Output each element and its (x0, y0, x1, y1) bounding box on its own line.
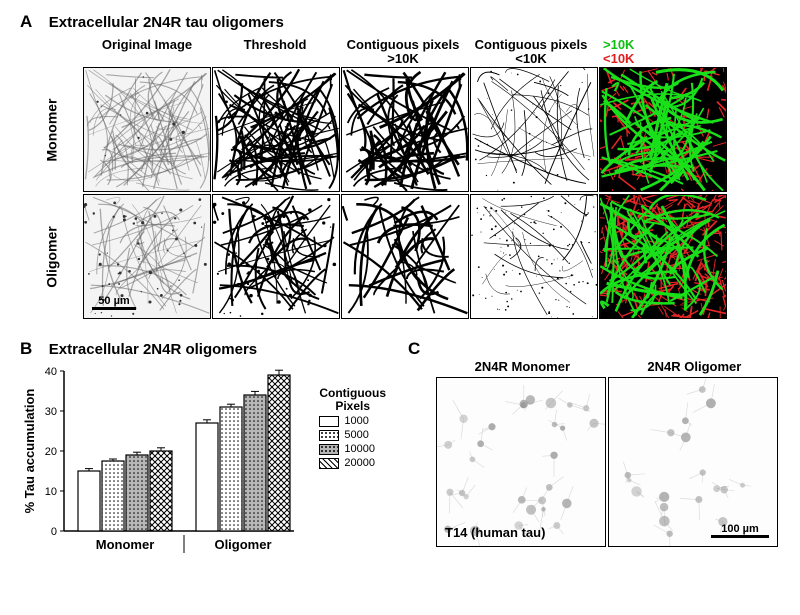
legend-text: 20000 (344, 457, 375, 469)
microscopy-image (599, 67, 727, 192)
scale-bar: 50 µm (92, 295, 136, 310)
microscopy-image (212, 67, 340, 192)
col-header: Contiguous pixels >10K (339, 38, 467, 65)
legend-title: ContiguousPixels (319, 387, 386, 412)
legend-swatch (319, 458, 339, 469)
microscopy-image (83, 67, 211, 192)
svg-text:Monomer: Monomer (96, 537, 155, 552)
panel-c-image: T14 (human tau) (436, 377, 606, 547)
panel-b-title: Extracellular 2N4R oligomers (49, 341, 257, 358)
legend-text: 10000 (344, 443, 375, 455)
microscopy-image (341, 194, 469, 319)
panel-c: C 2N4R Monomer 2N4R Oligomer T14 (human … (416, 339, 780, 563)
row-label: Monomer (44, 98, 60, 161)
panel-a-row: Monomer (20, 67, 780, 192)
svg-text:40: 40 (45, 366, 57, 378)
legend-swatch (319, 416, 339, 427)
svg-text:0: 0 (51, 526, 57, 538)
panel-c-headers: 2N4R Monomer 2N4R Oligomer (436, 359, 780, 374)
panel-b-label: B (20, 339, 32, 359)
panel-b: B Extracellular 2N4R oligomers 0 10 20 30 40… (20, 339, 392, 563)
legend-swatch (319, 444, 339, 455)
scale-bar: 100 µm (711, 523, 769, 538)
panel-a-label: A (20, 12, 32, 32)
svg-text:% Tau accumulation: % Tau accumulation (22, 389, 37, 514)
microscopy-image (470, 67, 598, 192)
panel-c-image: 100 µm (608, 377, 778, 547)
panel-c-images: T14 (human tau) 100 µm (436, 377, 780, 547)
legend-text: 5000 (344, 429, 368, 441)
panel-c-col-header: 2N4R Monomer (475, 359, 570, 374)
col-header-merged: >10K <10K (595, 38, 723, 65)
legend-item: 20000 (319, 457, 386, 469)
col-header: Threshold (211, 38, 339, 65)
panel-a: A Extracellular 2N4R tau oligomers Origi… (20, 12, 780, 321)
legend-text: 1000 (344, 415, 368, 427)
col-header: Original Image (83, 38, 211, 65)
chart-legend: ContiguousPixels 1000 5000 10000 20000 (319, 387, 386, 471)
merged-lt: <10K (603, 51, 634, 66)
svg-text:20: 20 (45, 446, 57, 458)
scale-text: 50 µm (98, 295, 129, 307)
svg-text:10: 10 (45, 486, 57, 498)
panel-c-col-header: 2N4R Oligomer (647, 359, 741, 374)
microscopy-image (599, 194, 727, 319)
scale-line (711, 535, 769, 538)
svg-text:Oligomer: Oligomer (214, 537, 271, 552)
col-header: Contiguous pixels <10K (467, 38, 595, 65)
microscopy-image: 50 µm (83, 194, 211, 319)
panel-a-row: Oligomer 50 µm (20, 194, 780, 319)
microscopy-image (212, 194, 340, 319)
panel-b-header: B Extracellular 2N4R oligomers (20, 339, 392, 359)
bottom-row: B Extracellular 2N4R oligomers 0 10 20 30 40… (20, 339, 780, 563)
row-label: Oligomer (44, 225, 60, 288)
microscopy-image (470, 194, 598, 319)
legend-item: 10000 (319, 443, 386, 455)
panel-a-col-headers: Original Image Threshold Contiguous pixe… (83, 38, 780, 65)
panel-a-header: A Extracellular 2N4R tau oligomers (20, 12, 780, 32)
legend-item: 5000 (319, 429, 386, 441)
tau-label: T14 (human tau) (445, 525, 545, 540)
panel-a-grid: Monomer Oligomer 50 µm (20, 67, 780, 321)
microscopy-image (341, 67, 469, 192)
legend-item: 1000 (319, 415, 386, 427)
scale-text: 100 µm (721, 523, 759, 535)
panel-b-chart: 0 10 20 30 40 % Tau accumulation Monomer Oligom… (20, 363, 380, 563)
legend-swatch (319, 430, 339, 441)
panel-c-label: C (408, 339, 420, 359)
panel-a-title: Extracellular 2N4R tau oligomers (49, 14, 284, 31)
scale-line (92, 307, 136, 310)
svg-text:30: 30 (45, 406, 57, 418)
